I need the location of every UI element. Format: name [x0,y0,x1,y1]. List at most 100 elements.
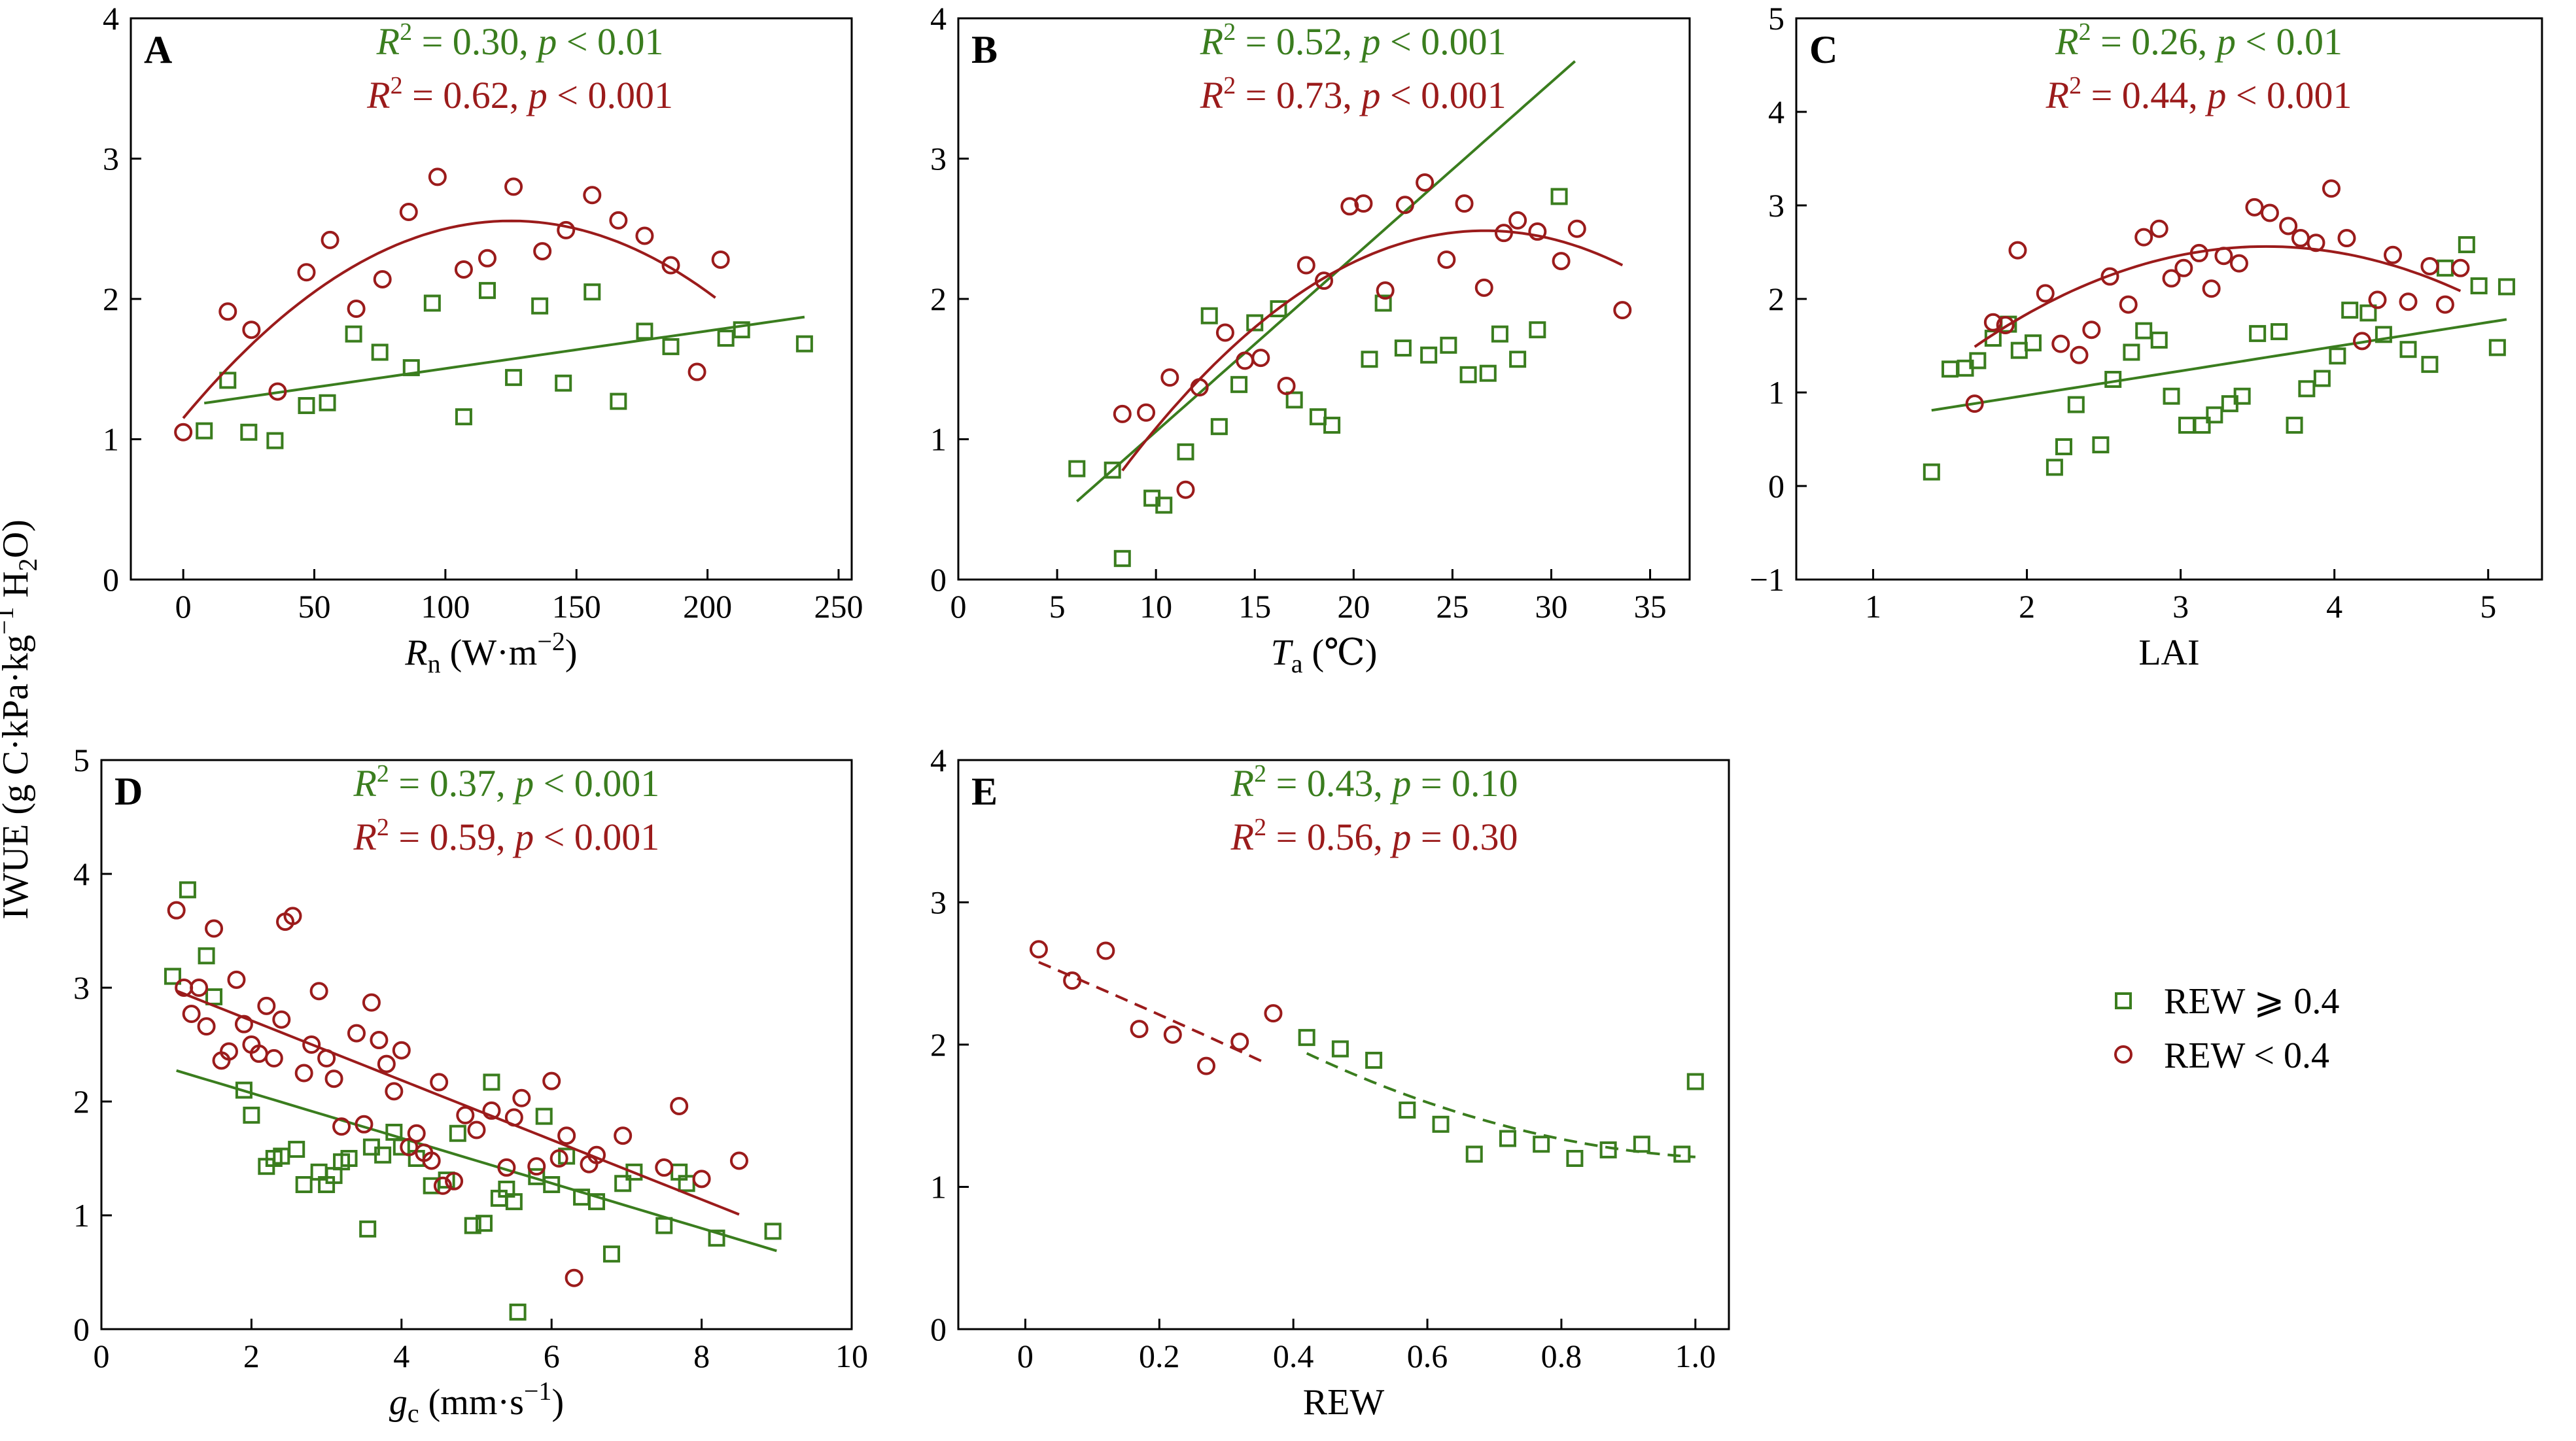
point-high [392,1138,410,1156]
point-high [1529,321,1546,339]
y-tick-label: 2 [930,1026,947,1063]
point-high [543,1176,561,1194]
point-high [1686,1073,1704,1090]
y-tick-label: 0 [930,561,947,598]
stat-low: R2 = 0.62, p < 0.001 [366,72,673,116]
point-low [1395,196,1414,215]
point-high [1479,364,1497,382]
point-low [2119,295,2138,314]
point-high [1465,1145,1483,1163]
point-high [795,335,813,353]
point-low [1552,252,1571,271]
x-tick-label: 2 [2019,588,2035,625]
point-high [2249,324,2267,342]
point-low [583,186,602,205]
x-tick-label: 1 [1865,588,1881,625]
point-high [2341,302,2359,319]
point-high [2123,343,2140,361]
point-low [422,1151,441,1170]
point-high [374,1146,392,1164]
x-tick-label: 5 [2480,588,2496,625]
point-low [2100,267,2119,286]
point-high [2313,370,2331,387]
point-high [655,1217,673,1234]
panel-a: 0 50 100 150 200 250 0 1 2 3 4A R2 = 0.30, p < 0.01… [103,0,863,678]
point-high [243,1106,260,1124]
point-high [198,947,215,965]
point-high [205,988,223,1005]
y-tick-label: 3 [930,141,947,177]
x-tick-label: 20 [1337,588,1370,625]
x-tick-label: 0 [94,1338,110,1374]
point-low [2036,284,2055,303]
point-low [174,423,193,442]
y-tick-label: 2 [1768,281,1784,317]
point-low [377,1054,396,1073]
y-tick-label: 2 [103,281,119,317]
point-low [504,1108,523,1127]
fit-line-low [182,219,716,419]
y-tick-label: 4 [103,0,119,37]
point-high [625,1163,643,1181]
x-tick-label: 0.6 [1407,1338,1448,1374]
point-high [588,1193,606,1211]
point-low [2214,247,2233,266]
legend-label-low: REW < 0.4 [2164,1035,2329,1076]
point-high [1374,294,1392,312]
point-high [288,1141,305,1158]
stat-high: R2 = 0.26, p < 0.01 [2055,18,2342,63]
point-high [708,1229,725,1247]
point-low [407,1124,426,1143]
point-low [1236,351,1255,370]
point-high [1673,1145,1691,1163]
point-low [2451,258,2470,277]
point-low [1063,971,1082,990]
point-low [1113,404,1132,423]
x-tick-label: 3 [2172,588,2189,625]
point-low [2435,295,2454,314]
point-low [557,1126,576,1145]
point-high [1969,352,1987,370]
point-high [1270,300,1287,318]
point-high [1361,351,1378,368]
legend-marker-circle [2114,1045,2132,1064]
stat-high: R2 = 0.37, p < 0.001 [353,760,659,805]
point-high [449,1124,466,1142]
point-low [190,979,209,997]
point-high [423,294,441,312]
point-low [1029,940,1048,959]
point-high [1323,417,1341,434]
y-tick-label: 3 [1768,187,1784,224]
point-low [167,901,186,920]
point-high [2436,259,2454,277]
point-high [2286,417,2303,434]
point-high [2271,323,2288,341]
point-high [614,1175,632,1192]
y-tick-label: 1 [73,1197,90,1234]
point-low [454,260,473,279]
point-low [482,1101,501,1120]
point-high [1298,1029,1315,1047]
y-tick-label: 4 [930,0,947,37]
point-low [2189,243,2208,262]
point-high [2298,380,2316,398]
panel-label: B [971,28,998,71]
point-low [2245,198,2264,217]
point-low [1096,941,1115,960]
point-low [456,1105,475,1124]
plot-frame [100,759,853,1330]
point-low [430,1073,449,1092]
point-low [2134,228,2153,247]
point-low [2082,321,2101,339]
point-low [1494,224,1513,243]
point-low [297,263,316,282]
y-tick-label: 1 [1768,374,1784,411]
point-high [2470,277,2488,294]
legend: REW ⩾ 0.4 REW < 0.4 [2114,981,2339,1076]
point-low [542,1071,561,1090]
point-high [535,1107,553,1125]
y-tick-label: 4 [73,856,90,892]
point-high [2135,322,2153,339]
point-low [370,1031,389,1050]
